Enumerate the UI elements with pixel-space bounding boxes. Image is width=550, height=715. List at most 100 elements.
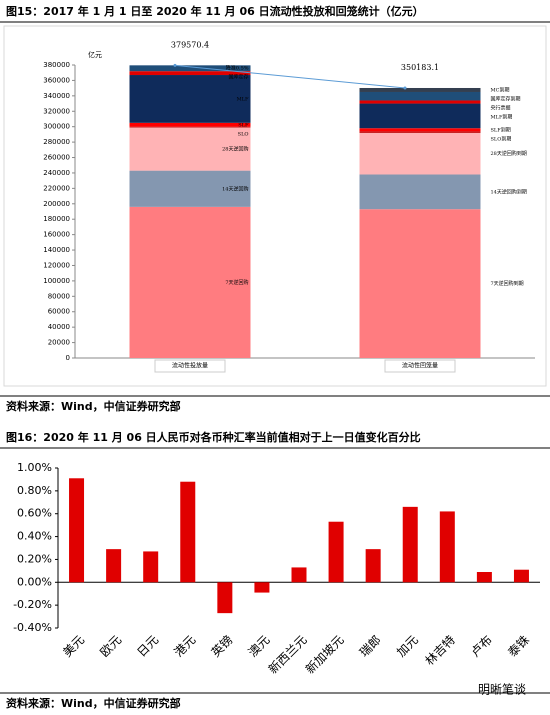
bar-segment — [359, 87, 481, 92]
x-tick-label: 加元 — [394, 633, 421, 660]
y-tick-label: 180000 — [43, 215, 70, 223]
total-label: 350183.1 — [401, 63, 439, 72]
category-box — [384, 359, 456, 373]
chart-frame — [3, 25, 547, 387]
x-tick-label: 林吉特 — [422, 632, 458, 668]
bar-segment — [359, 100, 481, 104]
segment-label: 14天逆回购到期 — [491, 188, 527, 195]
x-tick-label: 美元 — [60, 633, 87, 660]
y-tick-label: 380000 — [43, 61, 70, 69]
y-tick-label: 160000 — [43, 231, 70, 239]
y-tick-label: 1.00% — [17, 461, 52, 474]
bar-segment — [359, 128, 481, 132]
y-tick-label: 200000 — [43, 200, 70, 208]
segment-label: SLF到期 — [491, 126, 511, 133]
y-tick-label: 140000 — [43, 246, 70, 254]
segment-label: 7天逆回购到期 — [491, 280, 524, 287]
bar — [513, 569, 529, 583]
watermark: 明晰笔谈 — [478, 682, 526, 697]
segment-label: MLF到期 — [491, 113, 513, 120]
y-tick-label: 60000 — [48, 308, 70, 316]
y-tick-label: 220000 — [43, 184, 70, 192]
x-tick-label: 流动性投放量 — [172, 362, 208, 370]
y-tick-label: 300000 — [43, 123, 70, 131]
x-tick-label: 日元 — [134, 633, 161, 660]
y-tick-label: 0.20% — [17, 552, 52, 565]
y-tick-label: 100000 — [43, 277, 70, 285]
total-label: 379570.4 — [171, 40, 209, 49]
figure-caption: 图15：2017 年 1 月 1 日至 2020 年 11 月 06 日流动性投… — [6, 4, 424, 18]
segment-label: 降准0.5% — [226, 65, 249, 72]
y-tick-label: 80000 — [48, 292, 70, 300]
bar — [106, 549, 122, 583]
segment-label: 14天逆回购 — [222, 185, 248, 192]
segment-label: 28天逆回购到期 — [491, 150, 527, 157]
bar-segment — [359, 91, 481, 101]
bar-segment — [129, 206, 251, 358]
x-tick-label: 卢布 — [467, 632, 495, 660]
bar — [180, 481, 196, 583]
x-tick-label: 澳元 — [246, 633, 273, 660]
bar — [254, 582, 270, 593]
y-tick-label: 320000 — [43, 107, 70, 115]
bar — [328, 521, 344, 583]
bar — [476, 572, 492, 583]
bar — [365, 549, 381, 583]
x-tick-label: 新西兰元 — [265, 632, 310, 677]
x-tick-label: 流动性回笼量 — [402, 362, 438, 370]
bar-segment — [359, 131, 481, 133]
bar — [439, 511, 455, 583]
category-box — [154, 359, 226, 373]
segment-label: 国库定存 — [228, 74, 248, 81]
x-tick-label: 新加坡元 — [302, 632, 347, 677]
total-line — [174, 64, 406, 89]
bar-segment — [129, 75, 251, 123]
y-tick-label: 20000 — [48, 339, 70, 347]
x-tick-label: 泰铢 — [504, 632, 532, 660]
bar-segment — [359, 132, 481, 175]
y-tick-label: 260000 — [43, 154, 70, 162]
y-tick-label: -0.20% — [13, 598, 52, 611]
bar-segment — [129, 127, 251, 171]
segment-label: 央行票据 — [491, 104, 511, 111]
y-tick-label: 0 — [66, 354, 70, 362]
bar-segment — [359, 209, 481, 358]
bar — [217, 582, 233, 614]
segment-label: 7天逆回购 — [225, 279, 248, 286]
y-tick-label: 360000 — [43, 76, 70, 84]
y-tick-label: 240000 — [43, 169, 70, 177]
segment-label: SLF — [238, 122, 249, 128]
x-tick-label: 瑞郎 — [357, 633, 384, 660]
y-tick-label: 0.80% — [17, 484, 52, 497]
y-unit: 亿元 — [88, 50, 102, 59]
y-tick-label: 0.00% — [17, 575, 52, 588]
bar-segment — [129, 65, 251, 72]
y-tick-label: 340000 — [43, 92, 70, 100]
x-tick-label: 港元 — [171, 633, 198, 660]
segment-label: SLO到期 — [491, 135, 512, 142]
bar — [402, 506, 418, 583]
x-tick-label: 英镑 — [208, 632, 236, 660]
y-tick-label: -0.40% — [13, 621, 52, 634]
bar-segment — [129, 170, 251, 207]
bar-segment — [129, 71, 251, 76]
y-tick-label: 0.40% — [17, 530, 52, 543]
figure-caption: 图16：2020 年 11 月 06 日人民币对各币种汇率当前值相对于上一日值变… — [6, 430, 421, 444]
source: 资料来源：Wind，中信证券研究部 — [6, 696, 181, 710]
source: 资料来源：Wind，中信证券研究部 — [6, 399, 181, 413]
x-tick-label: 欧元 — [97, 633, 124, 660]
y-tick-label: 280000 — [43, 138, 70, 146]
y-tick-label: 40000 — [48, 323, 70, 331]
bar — [143, 551, 159, 583]
segment-label: SLO — [238, 131, 249, 137]
y-tick-label: 120000 — [43, 261, 70, 269]
total-point — [173, 63, 177, 67]
segment-label: MLF — [237, 96, 249, 102]
bar-segment — [359, 103, 481, 129]
bar — [291, 567, 307, 583]
bar — [69, 478, 85, 583]
bar-segment — [129, 122, 251, 127]
segment-label: MC到期 — [491, 86, 510, 93]
y-tick-label: 0.60% — [17, 507, 52, 520]
